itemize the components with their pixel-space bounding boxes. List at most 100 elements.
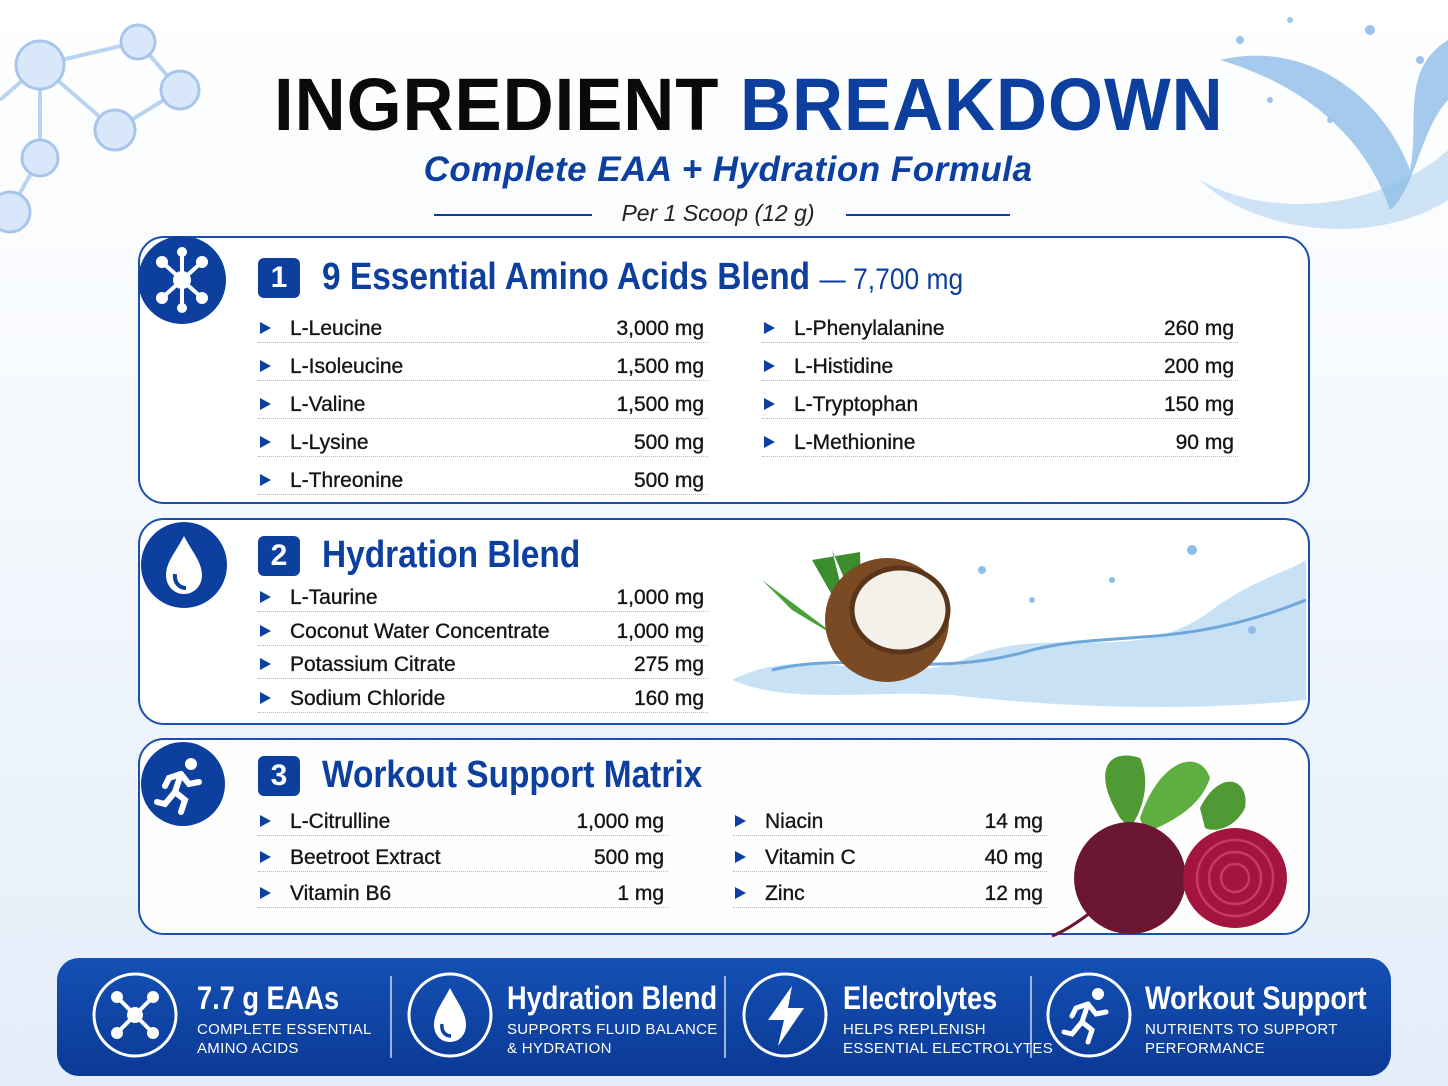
ingredient-name: L-Citrulline (290, 810, 391, 833)
ingredient-amount: 1,000 mg (616, 619, 704, 643)
title: INGREDIENT BREAKDOWN (33, 62, 1448, 147)
ingredient-amount: 1,500 mg (616, 393, 704, 416)
bullet-arrow (260, 624, 271, 637)
bullet-arrow (764, 360, 775, 372)
serving-size: Per 1 Scoop (12 g) (621, 200, 815, 226)
subtitle: Complete EAA + Hydration Formula (423, 150, 1033, 189)
title-dark: INGREDIENT (274, 63, 720, 146)
separator (390, 976, 392, 1058)
summary-text: & HYDRATION (507, 1040, 612, 1057)
ingredient-name: L-Threonine (290, 469, 404, 492)
section-number: 1 (258, 258, 300, 298)
bullet-arrow (260, 322, 271, 334)
summary-text: NUTRIENTS TO SUPPORT (1145, 1021, 1338, 1038)
ingredient-name: Niacin (765, 810, 824, 833)
ingredient-name: L-Taurine (290, 586, 378, 609)
ingredient-amount: 500 mg (633, 431, 704, 454)
section-title: Hydration Blend (322, 534, 580, 577)
ingredient-name: Vitamin B6 (290, 882, 392, 905)
bullet-arrow (260, 851, 271, 863)
ingredient-row: L-Phenylalanine 260 mg (762, 314, 1238, 343)
ingredient-amount: 90 mg (1175, 431, 1234, 454)
section-title-text: Hydration Blend (322, 534, 581, 576)
ingredient-name: Zinc (765, 882, 805, 905)
ingredient-row: L-Tryptophan 150 mg (762, 390, 1238, 419)
ingredient-name: Beetroot Extract (290, 846, 441, 869)
section-number: 3 (258, 756, 300, 796)
summary-text: AMINO ACIDS (197, 1040, 299, 1057)
ingredient-name: L-Methionine (794, 431, 916, 454)
ingredient-amount: 12 mg (984, 882, 1043, 905)
ingredient-row: L-Threonine 500 mg (258, 466, 708, 495)
bullet-arrow (764, 398, 775, 410)
bolt-icon (742, 972, 828, 1058)
ingredient-row: L-Histidine 200 mg (762, 352, 1238, 381)
bullet-arrow (260, 591, 271, 603)
ingredient-amount: 260 mg (1163, 317, 1234, 340)
ingredient-amount: 1,000 mg (616, 586, 704, 609)
ingredient-row: Vitamin B6 1 mg (258, 879, 668, 908)
ingredient-name: Coconut Water Concentrate (290, 619, 550, 643)
ingredient-name: Vitamin C (765, 846, 856, 869)
runner-icon (141, 742, 225, 826)
section-title: 9 Essential Amino Acids Blend — 7,700 mg (322, 256, 963, 299)
ingredient-row: Sodium Chloride 160 mg (258, 684, 708, 714)
ingredient-row: L-Lysine 500 mg (258, 428, 708, 457)
bullet-arrow (260, 436, 271, 448)
bullet-arrow (260, 398, 271, 410)
title-blue: BREAKDOWN (739, 63, 1224, 146)
ingredient-amount: 275 mg (633, 653, 704, 677)
summary-headline: Hydration Blend (507, 980, 718, 1016)
ingredient-name: Potassium Citrate (290, 653, 456, 677)
ingredient-row: Potassium Citrate 275 mg (258, 650, 708, 680)
bullet-arrow (764, 322, 775, 334)
ingredient-name: L-Valine (290, 393, 366, 416)
ingredient-row: L-Isoleucine 1,500 mg (258, 352, 708, 381)
summary-text: COMPLETE ESSENTIAL (197, 1021, 372, 1038)
bullet-arrow (735, 887, 746, 899)
bullet-arrow (735, 815, 746, 827)
drop-icon (141, 522, 227, 608)
section-title: Workout Support Matrix (322, 754, 702, 797)
ingredient-amount: 160 mg (633, 687, 704, 711)
ingredient-row: L-Methionine 90 mg (762, 428, 1238, 457)
ingredient-row: L-Leucine 3,000 mg (258, 314, 708, 343)
bullet-arrow (260, 815, 271, 827)
amino-icon (92, 972, 178, 1058)
ingredient-name: L-Histidine (794, 355, 894, 378)
ingredient-amount: 200 mg (1163, 355, 1234, 378)
ingredient-name: L-Phenylalanine (794, 317, 945, 340)
ingredient-name: L-Isoleucine (290, 355, 404, 378)
separator (1030, 976, 1032, 1058)
molecule-decoration (0, 23, 201, 234)
ingredient-row: L-Taurine 1,000 mg (258, 583, 708, 612)
summary-headline: Workout Support (1145, 980, 1367, 1016)
summary-headline: 7.7 g EAAs (197, 980, 340, 1016)
beetroot-image (1051, 755, 1287, 938)
ingredient-row: L-Valine 1,500 mg (258, 390, 708, 419)
rule (434, 214, 592, 216)
separator (724, 976, 726, 1058)
ingredient-name: L-Tryptophan (794, 393, 919, 416)
ingredient-row: Niacin 14 mg (733, 807, 1047, 836)
summary-text: ESSENTIAL ELECTROLYTES (843, 1040, 1053, 1057)
ingredient-name: Sodium Chloride (290, 687, 446, 711)
section-title-text: Workout Support Matrix (322, 754, 703, 796)
rule (846, 214, 1010, 216)
ingredient-amount: 150 mg (1163, 393, 1234, 416)
summary-text: HELPS REPLENISH (843, 1021, 986, 1038)
water-splash-decoration (1200, 17, 1448, 229)
drop-icon (407, 972, 493, 1058)
coconut-splash-image (732, 545, 1306, 707)
bullet-arrow (260, 887, 271, 899)
amino-icon (138, 236, 226, 324)
ingredient-amount: 14 mg (984, 810, 1043, 833)
ingredient-name: L-Lysine (290, 431, 369, 454)
summary-headline: Electrolytes (843, 980, 998, 1016)
ingredient-row: L-Citrulline 1,000 mg (258, 807, 668, 836)
section-title-text: 9 Essential Amino Acids Blend (322, 256, 811, 298)
ingredient-row: Coconut Water Concentrate 1,000 mg (258, 617, 708, 646)
ingredient-amount: 1,000 mg (576, 810, 664, 833)
ingredient-row: Vitamin C 40 mg (733, 843, 1047, 872)
